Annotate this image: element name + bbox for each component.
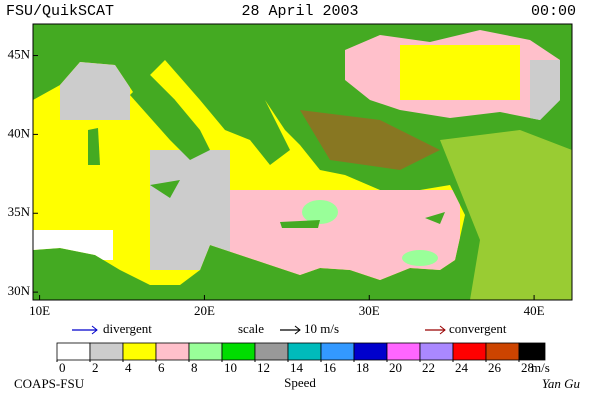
- cyprus: [425, 212, 445, 224]
- colorbar-swatch: [89, 342, 124, 361]
- header-time: 00:00: [531, 3, 576, 20]
- colorbar-tick-label: 2: [92, 360, 99, 375]
- colorbar-tick-label: 26: [488, 360, 502, 375]
- land-highland: [440, 130, 572, 300]
- scale-label: scale: [238, 321, 264, 336]
- colorbar-swatch: [221, 342, 256, 361]
- colorbar-tick-label: 22: [422, 360, 435, 375]
- colorbar-tick-label: 12: [257, 360, 270, 375]
- footer-right: Yan Gu: [542, 376, 581, 391]
- colorbar-swatch: [56, 342, 91, 361]
- colorbar-swatch: [122, 342, 157, 361]
- colorbar-tick-label: 0: [59, 360, 66, 375]
- x-tick-label: 10E: [29, 303, 50, 318]
- colorbar-tick-label: 28: [521, 360, 534, 375]
- legend: divergent scale 10 m/s convergent: [72, 321, 507, 336]
- colorbar-swatch: [452, 342, 487, 361]
- header-left: FSU/QuikSCAT: [6, 3, 114, 20]
- y-tick-label: 45N: [8, 47, 31, 62]
- footer-left: COAPS-FSU: [14, 376, 85, 391]
- colorbar-tick-label: 20: [389, 360, 402, 375]
- italy: [130, 75, 210, 160]
- header-date: 28 April 2003: [241, 3, 358, 20]
- legend-arrowhead: [91, 325, 98, 335]
- land-mountain: [300, 110, 440, 170]
- scale-value: 10 m/s: [304, 321, 339, 336]
- colorbar-tick-label: 14: [290, 360, 304, 375]
- colorbar-tick-label: 4: [125, 360, 132, 375]
- colorbar-swatch: [353, 342, 388, 361]
- colorbar-title: Speed: [284, 375, 316, 390]
- y-tick-label: 40N: [8, 125, 31, 140]
- sicily: [150, 180, 180, 198]
- sardinia: [88, 128, 100, 165]
- colorbar-tick-label: 24: [455, 360, 469, 375]
- colorbar-swatch: [518, 342, 546, 361]
- convergent-label: convergent: [449, 321, 507, 336]
- colorbar-swatch: [386, 342, 421, 361]
- colorbar-swatch: [287, 342, 322, 361]
- colorbar-swatch: [188, 342, 223, 361]
- crete: [280, 220, 320, 228]
- divergent-label: divergent: [103, 321, 152, 336]
- map: [32, 23, 573, 301]
- colorbar-unit: m/s: [531, 360, 550, 375]
- colorbar-swatch: [419, 342, 454, 361]
- y-tick-label: 35N: [8, 204, 31, 219]
- colorbar-swatch: [320, 342, 355, 361]
- colorbar-tick-label: 10: [224, 360, 237, 375]
- colorbar-tick-label: 6: [158, 360, 165, 375]
- x-tick-label: 20E: [194, 303, 215, 318]
- colorbar-swatch: [254, 342, 289, 361]
- x-tick-label: 30E: [359, 303, 380, 318]
- map-frame: [32, 23, 573, 301]
- legend-arrowhead: [439, 325, 446, 335]
- scale-arrowhead: [294, 325, 301, 335]
- colorbar-swatch: [485, 342, 520, 361]
- colorbar-tick-label: 8: [191, 360, 198, 375]
- colorbar-swatch: [155, 342, 190, 361]
- y-tick-label: 30N: [8, 283, 31, 298]
- colorbar-tick-label: 16: [323, 360, 337, 375]
- x-tick-label: 40E: [524, 303, 545, 318]
- colorbar-tick-label: 18: [356, 360, 369, 375]
